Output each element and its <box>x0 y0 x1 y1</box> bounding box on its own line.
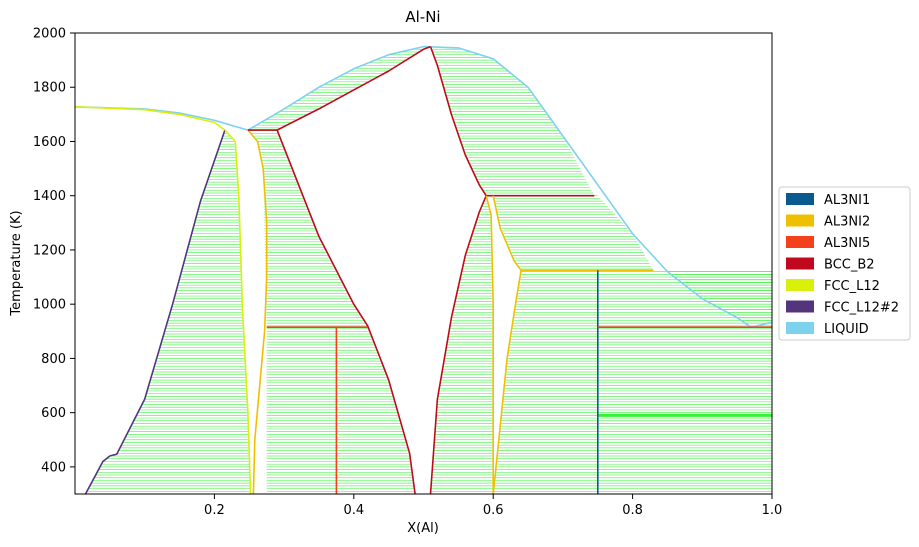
legend-label: FCC_L12 <box>824 279 880 294</box>
legend-swatch <box>786 322 814 334</box>
chart-title: Al-Ni <box>405 8 440 26</box>
x-tick-label: 0.4 <box>343 503 364 518</box>
legend-label: FCC_L12#2 <box>824 301 899 316</box>
legend-label: BCC_B2 <box>824 258 875 273</box>
tie-lines <box>85 46 772 495</box>
y-tick-label: 1800 <box>33 81 66 96</box>
y-axis-title: Temperature (K) <box>9 210 24 316</box>
phase-line-bcc-b2 <box>429 195 487 495</box>
legend-label: AL3NI2 <box>824 215 870 230</box>
phase-line-al3ni2 <box>485 195 495 494</box>
legend-swatch <box>786 257 814 270</box>
x-tick-label: 1.0 <box>762 503 783 518</box>
y-tick-label: 1600 <box>33 135 66 150</box>
x-tick-label: 0.8 <box>622 503 643 518</box>
y-tick-label: 800 <box>41 352 66 367</box>
x-axis-ticks: 0.2 0.4 0.6 0.8 1.0 <box>204 494 782 518</box>
phase-line-bcc-b2 <box>276 129 416 495</box>
legend-label: AL3NI5 <box>824 236 870 251</box>
y-tick-label: 2000 <box>33 27 66 42</box>
x-axis-title: X(Al) <box>407 521 439 536</box>
phase-line-fcc-l12 <box>74 106 226 131</box>
y-tick-label: 400 <box>41 460 66 475</box>
phase-line-liquid <box>74 106 249 131</box>
legend-swatch <box>786 214 814 227</box>
legend-label: LIQUID <box>824 322 869 337</box>
legend-swatch <box>786 193 814 205</box>
legend-swatch <box>786 279 814 291</box>
y-axis-ticks: 400 600 800 1000 1200 1400 1600 1800 2000 <box>33 27 75 475</box>
legend-swatch <box>786 300 814 313</box>
y-tick-label: 1400 <box>33 189 66 204</box>
phase-boundary-lines <box>74 45 773 495</box>
phase-line-liquid <box>247 45 773 329</box>
y-tick-label: 1000 <box>33 298 66 313</box>
phase-line-fcc-l12 <box>224 129 252 495</box>
y-tick-label: 600 <box>41 406 66 421</box>
phase-line-al3ni1 <box>247 129 268 495</box>
phase-line-al3ni2 <box>492 270 522 495</box>
legend-swatch <box>786 236 814 248</box>
plot-frame <box>74 32 773 495</box>
y-tick-label: 1200 <box>33 243 66 258</box>
phase-line-fcc-l12-2 <box>84 129 226 495</box>
legend-label: AL3NI1 <box>824 193 870 208</box>
x-tick-label: 0.6 <box>483 503 504 518</box>
legend: AL3NI1 AL3NI2 AL3NI5 BCC_B2 FCC_L12 FCC_L12#2… <box>778 186 911 341</box>
phase-line-al3ni2 <box>492 195 522 271</box>
phase-line-bcc-b2 <box>276 45 431 131</box>
phase-line-bcc-b2 <box>429 46 487 197</box>
plot-area <box>74 45 773 495</box>
x-tick-label: 0.2 <box>204 503 225 518</box>
